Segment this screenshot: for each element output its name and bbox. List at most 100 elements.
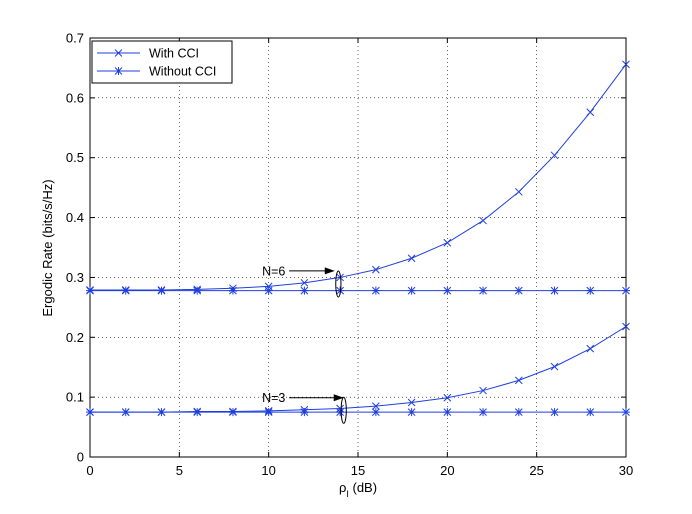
data-point-star-marker	[371, 286, 380, 295]
data-point-x-marker	[443, 393, 452, 402]
marker-stroke	[300, 278, 309, 287]
series-layer	[86, 60, 630, 417]
grid-lines	[90, 38, 626, 457]
legend-label-with-cci: With CCI	[149, 47, 199, 61]
data-point-star-marker	[479, 408, 488, 417]
data-point-x-marker	[514, 187, 523, 196]
y-tick-label: 0.6	[66, 90, 84, 105]
marker-stroke	[550, 362, 559, 371]
annotation-ellipse	[340, 396, 347, 424]
data-point-x-marker	[550, 362, 559, 371]
data-point-x-marker	[372, 402, 380, 410]
legend-marker-star	[114, 67, 123, 75]
x-axis-label-sub: I	[346, 489, 349, 499]
data-point-star-marker	[228, 286, 237, 295]
data-point-star-marker	[121, 408, 130, 417]
data-point-x-marker	[300, 278, 309, 287]
data-point-x-marker	[407, 254, 416, 263]
series-line-2	[90, 326, 627, 413]
data-point-star-marker	[371, 408, 380, 417]
annotation-ellipse	[335, 270, 342, 298]
marker-stroke	[372, 265, 380, 274]
data-point-x-marker	[407, 398, 416, 407]
y-tick-label: 0.3	[66, 270, 84, 285]
data-point-star-marker	[586, 286, 595, 295]
data-point-star-marker	[264, 408, 273, 417]
series-line-0	[90, 64, 627, 291]
data-point-star-marker	[300, 286, 309, 295]
data-point-x-marker	[514, 376, 523, 385]
legend-box	[91, 40, 233, 84]
data-point-star-marker	[550, 286, 559, 295]
annotation-label: N=6	[262, 264, 285, 278]
data-point-star-marker	[121, 286, 130, 295]
annotation-arrow-head	[333, 394, 344, 402]
data-point-star-marker	[586, 408, 595, 417]
marker-stroke	[407, 254, 416, 263]
y-tick-label: 0.1	[66, 390, 84, 405]
axes	[89, 37, 627, 458]
annotation-arrow-head	[324, 267, 335, 275]
marker-stroke	[514, 187, 523, 196]
x-tick-label: 0	[86, 463, 93, 478]
data-point-star-marker	[622, 286, 630, 295]
legend: With CCI Without CCI	[91, 40, 233, 84]
data-point-x-marker	[372, 265, 380, 274]
marker-stroke	[586, 344, 595, 353]
data-point-star-marker	[86, 408, 94, 417]
data-point-x-marker	[479, 216, 487, 225]
y-tick-label: 0	[77, 450, 84, 465]
data-point-star-marker	[407, 286, 416, 295]
data-point-star-marker	[514, 408, 523, 417]
x-tick-label: 5	[176, 463, 183, 478]
data-point-star-marker	[443, 408, 452, 417]
data-point-star-marker	[300, 408, 309, 417]
legend-marker-x	[114, 49, 123, 57]
x-axis-label-unit: (dB)	[349, 480, 377, 495]
data-point-x-marker	[479, 386, 487, 395]
marker-stroke	[586, 108, 595, 117]
data-point-x-marker	[586, 344, 595, 353]
marker-stroke	[550, 151, 559, 160]
data-point-star-marker	[193, 408, 202, 417]
data-point-x-marker	[114, 49, 123, 57]
y-tick-label: 0.7	[66, 31, 84, 46]
y-tick-label: 0.4	[66, 210, 84, 225]
data-point-star-marker	[443, 286, 452, 295]
x-tick-label: 15	[351, 463, 365, 478]
marker-stroke	[622, 60, 630, 69]
data-point-x-marker	[586, 108, 595, 117]
data-point-star-marker	[157, 286, 166, 295]
marker-stroke	[443, 238, 452, 247]
data-point-x-marker	[622, 322, 630, 331]
marker-stroke	[407, 398, 416, 407]
data-point-star-marker	[86, 286, 94, 295]
data-point-x-marker	[443, 238, 452, 247]
annotations-layer: N=6 N=3	[262, 264, 347, 424]
marker-stroke	[622, 322, 630, 331]
annotation-label: N=3	[262, 391, 285, 405]
data-point-star-marker	[228, 408, 237, 417]
x-axis-label: ρI (dB)	[339, 480, 377, 499]
marker-stroke	[372, 402, 380, 410]
data-point-x-marker	[622, 60, 630, 69]
data-point-star-marker	[407, 408, 416, 417]
marker-stroke	[114, 49, 123, 57]
x-tick-label: 30	[619, 463, 633, 478]
x-tick-label: 20	[440, 463, 454, 478]
marker-stroke	[479, 216, 487, 225]
data-point-x-marker	[550, 151, 559, 160]
marker-stroke	[514, 376, 523, 385]
data-point-star-marker	[114, 67, 123, 75]
data-point-star-marker	[479, 286, 488, 295]
x-tick-label: 25	[529, 463, 543, 478]
data-point-star-marker	[514, 286, 523, 295]
marker-stroke	[443, 393, 452, 402]
data-point-star-marker	[157, 408, 166, 417]
data-point-star-marker	[336, 408, 345, 417]
data-point-star-marker	[550, 408, 559, 417]
marker-stroke	[479, 386, 487, 395]
data-point-star-marker	[622, 408, 630, 417]
data-point-star-marker	[193, 286, 202, 295]
